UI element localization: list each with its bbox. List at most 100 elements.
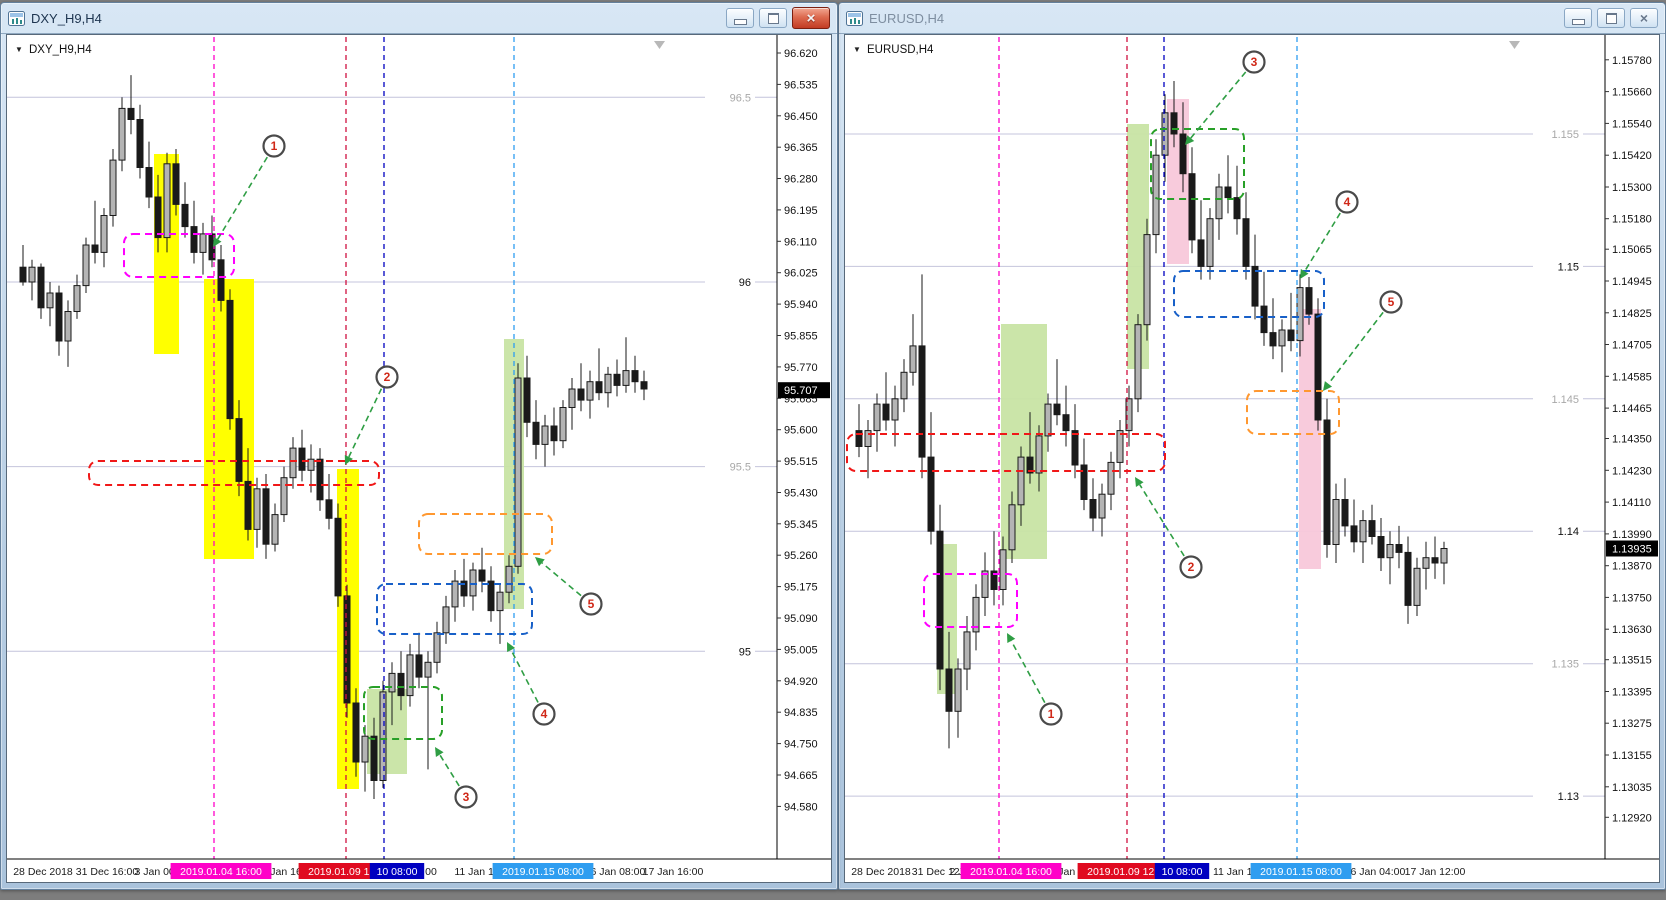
marker-number: 5 bbox=[1388, 295, 1395, 309]
minimize-button[interactable] bbox=[726, 8, 754, 28]
candle-bear bbox=[1269, 332, 1277, 347]
marker-circle[interactable] bbox=[1039, 702, 1063, 726]
annotation-box[interactable] bbox=[1246, 390, 1340, 435]
annotation-arrow[interactable] bbox=[216, 156, 268, 240]
candle-bull bbox=[1161, 112, 1169, 156]
price-axis-label: 1.15660 bbox=[1612, 87, 1652, 99]
time-axis-label: 17 Jan 16:00 bbox=[643, 866, 704, 878]
annotation-box[interactable] bbox=[923, 573, 1018, 628]
candle-bear bbox=[1197, 239, 1205, 267]
annotation-box[interactable] bbox=[376, 583, 533, 635]
candle-bull bbox=[586, 381, 594, 401]
marker-circle[interactable] bbox=[1179, 555, 1203, 579]
candle-bear bbox=[631, 370, 639, 383]
candle-bull bbox=[891, 398, 899, 421]
candle-bear bbox=[325, 499, 333, 519]
marker-circle[interactable] bbox=[579, 592, 603, 616]
price-axis-label: 1.13155 bbox=[1612, 750, 1652, 762]
annotation-arrow[interactable] bbox=[1190, 71, 1247, 139]
minimize-button[interactable] bbox=[1564, 8, 1592, 28]
annotation-box[interactable] bbox=[1173, 270, 1325, 318]
annotation-arrow[interactable] bbox=[1139, 484, 1185, 557]
chart-area-eurusd[interactable]: 1.155 1.15 1.145 1.14 1.135 1.13 3 4 5 2 1 1.15780 1… bbox=[844, 34, 1660, 883]
candle-bear bbox=[298, 447, 306, 471]
candle-bull bbox=[514, 377, 522, 567]
titlebar-eurusd[interactable]: EURUSD,H4 × bbox=[839, 3, 1665, 34]
candle-bear bbox=[1170, 112, 1178, 135]
time-event-badge[interactable] bbox=[492, 863, 594, 879]
price-axis-label: 95.175 bbox=[784, 582, 818, 594]
candle-bull bbox=[496, 591, 504, 612]
candle-bear bbox=[577, 388, 585, 401]
level-label-bg bbox=[705, 644, 755, 659]
level-label-bg bbox=[1533, 259, 1583, 274]
close-button[interactable]: × bbox=[792, 7, 830, 29]
highlight-zone[interactable] bbox=[1167, 99, 1189, 264]
time-event-badge[interactable] bbox=[960, 863, 1062, 879]
titlebar-dxy[interactable]: DXY_H9,H4 × bbox=[1, 3, 837, 34]
time-event-badge[interactable] bbox=[1154, 863, 1210, 879]
candle-bear bbox=[1062, 414, 1070, 432]
candle-bull bbox=[118, 107, 126, 161]
price-axis-label: 1.15300 bbox=[1612, 182, 1652, 194]
annotation-arrow[interactable] bbox=[439, 754, 460, 787]
price-axis-label: 94.920 bbox=[784, 676, 818, 688]
time-event-badge[interactable] bbox=[1077, 863, 1179, 879]
marker-number: 4 bbox=[1344, 195, 1351, 209]
price-axis-label: 1.13035 bbox=[1612, 782, 1652, 794]
annotation-box[interactable] bbox=[418, 513, 553, 555]
close-button[interactable]: × bbox=[1630, 8, 1658, 28]
autoscroll-marker-icon[interactable] bbox=[1509, 41, 1520, 49]
price-axis-label: 1.14350 bbox=[1612, 434, 1652, 446]
arrowhead-icon bbox=[213, 236, 222, 247]
candle-bear bbox=[1251, 265, 1259, 307]
candle-bear bbox=[990, 570, 998, 590]
restore-button[interactable] bbox=[759, 8, 787, 28]
marker-circle[interactable] bbox=[532, 702, 556, 726]
candle-bear bbox=[613, 373, 621, 386]
time-event-badge[interactable] bbox=[369, 863, 425, 879]
price-axis-label: 1.13750 bbox=[1612, 592, 1652, 604]
level-label: 95 bbox=[739, 646, 751, 658]
candle-bear bbox=[640, 381, 648, 390]
annotation-arrow[interactable] bbox=[348, 388, 383, 458]
level-label: 1.145 bbox=[1551, 394, 1579, 406]
restore-button[interactable] bbox=[1597, 8, 1625, 28]
candle-bear bbox=[487, 580, 495, 612]
time-axis-label: 11 Jan 16 bbox=[454, 866, 500, 878]
price-axis-label: 1.14230 bbox=[1612, 465, 1652, 477]
autoscroll-marker-icon[interactable] bbox=[654, 41, 665, 49]
marker-circle[interactable] bbox=[1379, 290, 1403, 314]
candle-bull bbox=[559, 407, 567, 442]
candle-bull bbox=[963, 631, 971, 670]
price-axis-label: 94.750 bbox=[784, 739, 818, 751]
candle-bull bbox=[873, 403, 881, 432]
annotation-box[interactable] bbox=[846, 433, 1166, 472]
marker-circle[interactable] bbox=[1335, 190, 1359, 214]
candle-bull bbox=[541, 425, 549, 445]
price-axis-label: 1.14110 bbox=[1612, 497, 1651, 509]
annotation-arrow[interactable] bbox=[541, 562, 582, 597]
chart-area-dxy[interactable]: 96.5 96 95.5 95 1 2 3 4 5 96.620 96.535 96.450 96.36… bbox=[6, 34, 832, 883]
annotation-box[interactable] bbox=[363, 686, 443, 740]
candle-bull bbox=[1440, 548, 1448, 564]
chart-canvas[interactable]: 96.5 96 95.5 95 1 2 3 4 5 96.620 96.535 96.450 96.36… bbox=[7, 35, 831, 882]
time-event-badge[interactable] bbox=[170, 863, 272, 879]
level-label: 96.5 bbox=[730, 92, 751, 104]
time-event-badge[interactable] bbox=[1250, 863, 1352, 879]
annotation-box[interactable] bbox=[88, 460, 380, 486]
chart-canvas[interactable]: 1.155 1.15 1.145 1.14 1.135 1.13 3 4 5 2 1 1.15780 1… bbox=[845, 35, 1659, 882]
marker-circle[interactable] bbox=[262, 134, 286, 158]
annotation-arrow[interactable] bbox=[1304, 212, 1341, 272]
marker-circle[interactable] bbox=[1242, 50, 1266, 74]
annotation-arrow[interactable] bbox=[1327, 311, 1384, 385]
time-axis-label: 28 Dec 2018 bbox=[851, 866, 911, 878]
annotation-arrow[interactable] bbox=[1010, 640, 1046, 703]
price-axis-label: 95.940 bbox=[784, 299, 818, 311]
level-label: 95.5 bbox=[730, 462, 751, 474]
marker-circle[interactable] bbox=[454, 785, 478, 809]
level-label-bg bbox=[705, 90, 755, 105]
marker-circle[interactable] bbox=[375, 365, 399, 389]
annotation-arrow[interactable] bbox=[510, 649, 539, 703]
candle-bear bbox=[1305, 287, 1313, 315]
